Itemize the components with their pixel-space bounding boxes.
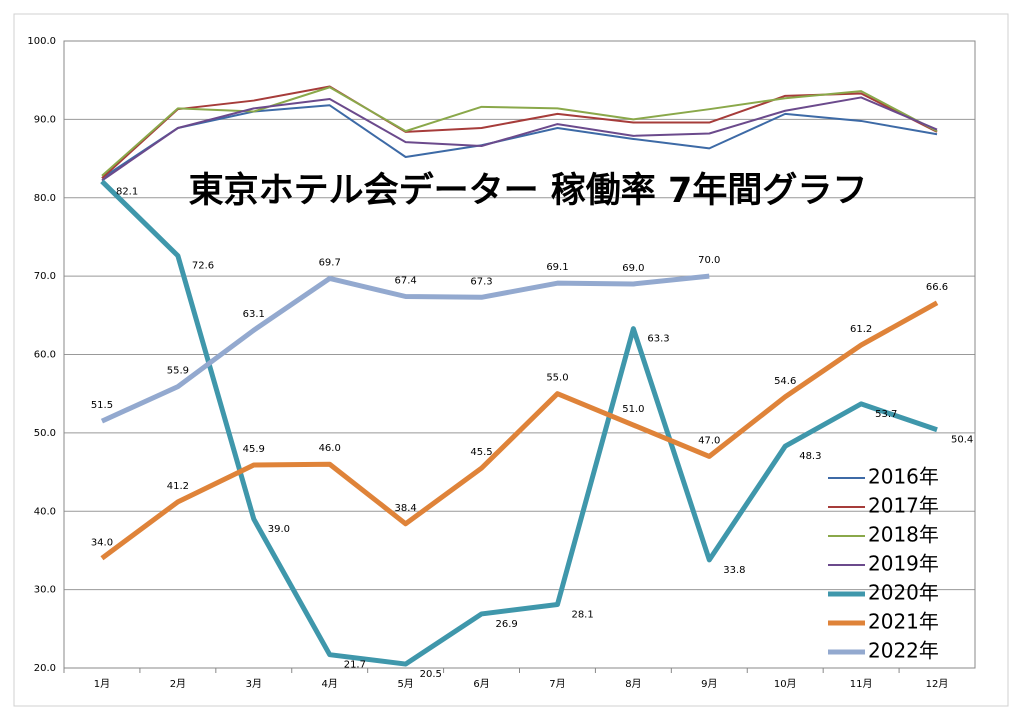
- data-label: 61.2: [850, 324, 872, 335]
- data-label: 69.1: [546, 262, 568, 273]
- x-tick-label: 4月: [322, 678, 338, 690]
- data-label: 55.9: [167, 366, 189, 377]
- x-tick-label: 12月: [926, 678, 949, 690]
- data-label: 67.3: [470, 276, 492, 287]
- data-label: 51.5: [91, 400, 113, 411]
- series-line: [100, 179, 938, 667]
- data-label: 26.9: [496, 619, 518, 630]
- x-tick-label: 6月: [473, 678, 489, 690]
- chart-title: 東京ホテル会データー 稼働率 7年間グラフ: [189, 170, 868, 211]
- x-tick-label: 10月: [774, 678, 797, 690]
- x-tick-label: 8月: [625, 678, 641, 690]
- data-label: 28.1: [571, 610, 593, 621]
- series-line: [101, 96, 938, 182]
- x-tick-label: 1月: [94, 678, 110, 690]
- series-line: [100, 300, 939, 561]
- data-label: 38.4: [394, 503, 416, 514]
- y-tick-label: 20.0: [34, 663, 56, 674]
- x-tick-label: 5月: [397, 678, 413, 690]
- data-label: 48.3: [799, 451, 821, 462]
- y-tick-label: 70.0: [34, 271, 56, 282]
- legend-label: 2022年: [868, 639, 939, 663]
- legend-label: 2020年: [868, 581, 939, 605]
- x-tick-label: 7月: [549, 678, 565, 690]
- data-label: 66.6: [926, 282, 948, 293]
- data-label: 51.0: [622, 404, 644, 415]
- data-label: 70.0: [698, 255, 720, 266]
- legend-label: 2018年: [868, 523, 939, 547]
- data-label: 54.6: [774, 376, 796, 387]
- data-label: 21.7: [344, 660, 366, 671]
- data-label: 20.5: [420, 669, 442, 680]
- y-tick-label: 60.0: [34, 350, 56, 361]
- y-tick-label: 100.0: [27, 36, 56, 47]
- data-label: 69.7: [319, 257, 341, 268]
- y-tick-label: 90.0: [34, 114, 56, 125]
- legend-label: 2016年: [868, 465, 939, 489]
- y-tick-label: 30.0: [34, 585, 56, 596]
- data-label: 39.0: [268, 524, 290, 535]
- data-label: 46.0: [319, 443, 341, 454]
- y-tick-label: 50.0: [34, 428, 56, 439]
- data-label: 45.9: [243, 444, 265, 455]
- y-tick-label: 80.0: [34, 193, 56, 204]
- data-label: 47.0: [698, 435, 720, 446]
- data-label: 34.0: [91, 537, 113, 548]
- x-tick-label: 9月: [701, 678, 717, 690]
- data-label: 63.1: [243, 309, 265, 320]
- data-label: 55.0: [546, 373, 568, 384]
- series-line: [101, 104, 938, 179]
- data-label: 63.3: [647, 334, 669, 345]
- legend-label: 2017年: [868, 494, 939, 518]
- data-label: 69.0: [622, 263, 644, 274]
- data-label: 33.8: [723, 565, 745, 576]
- y-tick-label: 40.0: [34, 506, 56, 517]
- data-label: 67.4: [394, 276, 416, 287]
- data-label: 41.2: [167, 481, 189, 492]
- series-line: [100, 273, 710, 424]
- legend-label: 2021年: [868, 610, 939, 634]
- x-tick-label: 11月: [850, 678, 873, 690]
- chart-frame: [13, 13, 1009, 707]
- x-tick-label: 3月: [246, 678, 262, 690]
- data-label: 50.4: [951, 435, 973, 446]
- x-tick-label: 2月: [170, 678, 186, 690]
- data-label: 82.1: [116, 186, 138, 197]
- data-label: 45.5: [470, 447, 492, 458]
- legend-label: 2019年: [868, 552, 939, 576]
- lines: [100, 85, 939, 667]
- data-label: 53.7: [875, 409, 897, 420]
- series-line: [101, 85, 938, 179]
- data-label: 72.6: [192, 261, 214, 272]
